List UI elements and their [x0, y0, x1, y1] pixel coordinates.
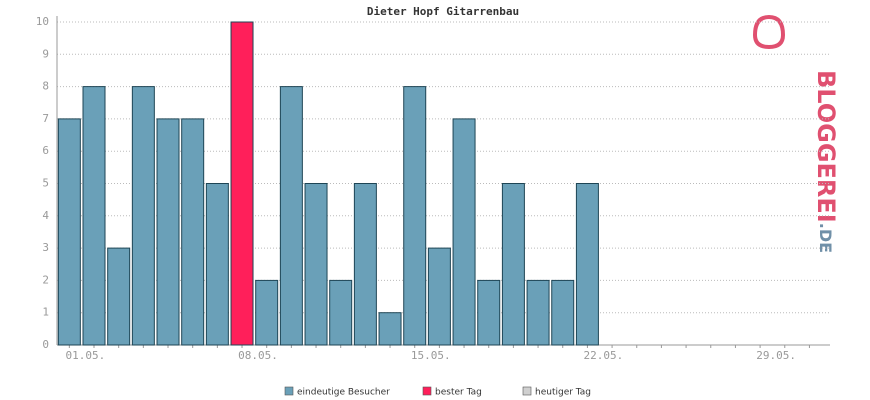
logo-main: BLOGGEREI — [812, 70, 840, 223]
bar — [329, 279, 353, 346]
bar — [181, 118, 205, 346]
y-tick-label: 8 — [42, 80, 49, 93]
bar — [575, 183, 599, 346]
logo: BLOGGEREI.DE — [752, 14, 840, 253]
y-tick-label: 6 — [42, 144, 49, 157]
bar — [353, 183, 377, 346]
legend-label: bester Tag — [435, 388, 482, 398]
x-tick-label: 15.05. — [411, 349, 451, 362]
legend-label: eindeutige Besucher — [297, 388, 390, 398]
bar — [403, 86, 427, 346]
y-tick-label: 2 — [42, 273, 49, 286]
bar — [156, 118, 180, 346]
legend-label: heutiger Tag — [535, 388, 591, 398]
bar — [230, 21, 254, 346]
bar — [501, 183, 525, 346]
y-tick-label: 4 — [42, 209, 49, 222]
bar — [57, 118, 81, 346]
x-tick-label: 01.05. — [65, 349, 105, 362]
y-tick-label: 9 — [42, 47, 49, 60]
bar — [205, 183, 229, 346]
bar — [378, 312, 402, 346]
legend-swatch — [422, 386, 432, 396]
x-tick-label: 22.05. — [584, 349, 624, 362]
bar — [304, 183, 328, 346]
bar — [131, 86, 155, 346]
x-tick-label: 08.05. — [238, 349, 278, 362]
logo-suffix: .DE — [817, 223, 836, 253]
bar — [452, 118, 476, 346]
bar — [477, 279, 501, 346]
y-tick-label: 5 — [42, 177, 49, 190]
bar — [107, 247, 131, 346]
legend-swatch — [284, 386, 294, 396]
x-tick-label: 29.05. — [756, 349, 796, 362]
y-tick-label: 1 — [42, 306, 49, 319]
logo-text: BLOGGEREI.DE — [812, 70, 840, 253]
y-tick-label: 10 — [36, 15, 49, 28]
y-tick-label: 0 — [42, 338, 49, 351]
bar — [279, 86, 303, 346]
y-tick-label: 7 — [42, 112, 49, 125]
bar — [427, 247, 451, 346]
y-tick-label: 3 — [42, 241, 49, 254]
chart-title: Dieter Hopf Gitarrenbau — [367, 5, 519, 18]
legend-swatch — [522, 386, 532, 396]
bar — [526, 279, 550, 346]
bar — [255, 279, 279, 346]
logo-icon — [752, 14, 786, 50]
bar — [82, 86, 106, 346]
bar — [551, 279, 575, 346]
